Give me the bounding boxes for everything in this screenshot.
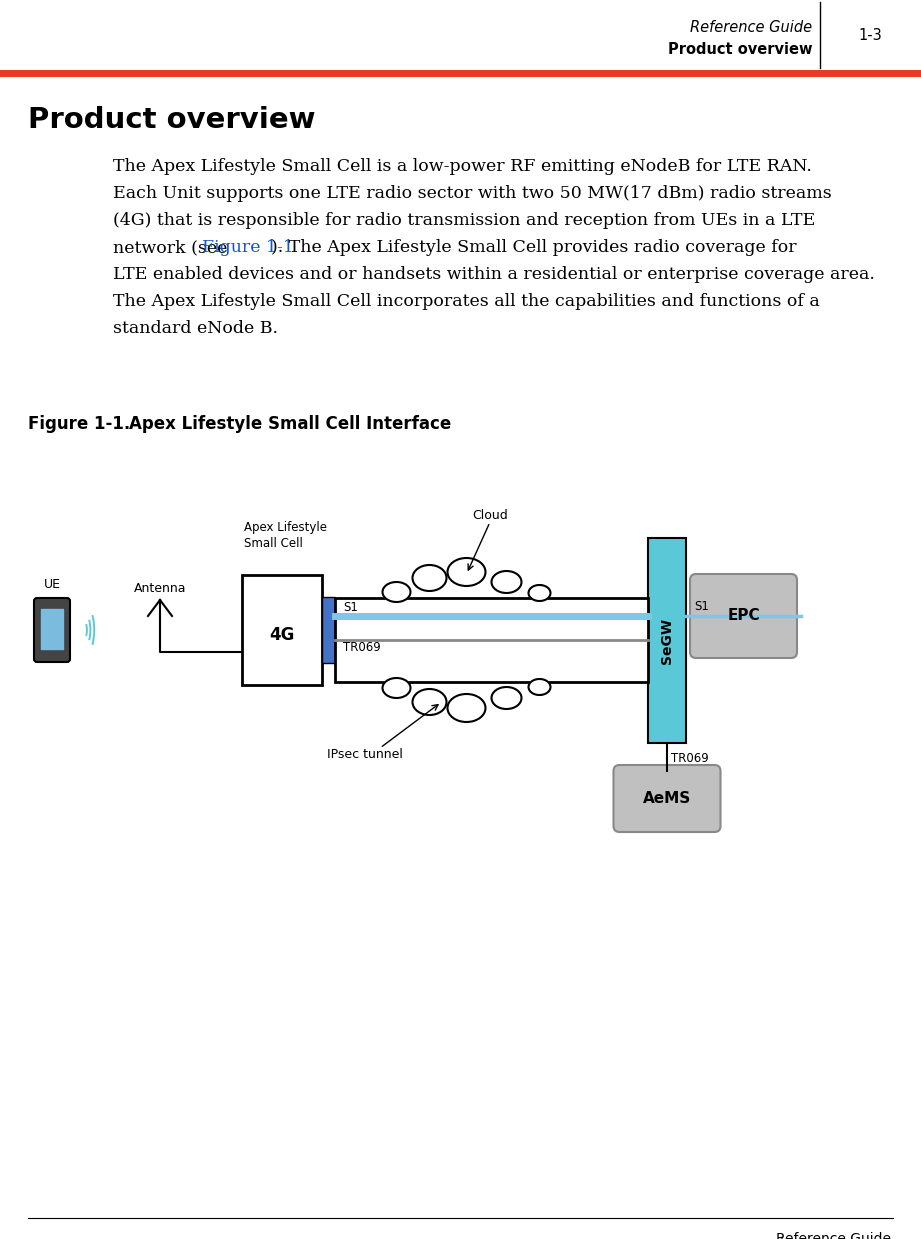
Text: Reference Guide: Reference Guide (776, 1232, 891, 1239)
Ellipse shape (529, 585, 551, 601)
Text: The Apex Lifestyle Small Cell incorporates all the capabilities and functions of: The Apex Lifestyle Small Cell incorporat… (113, 292, 820, 310)
Text: Reference Guide: Reference Guide (690, 20, 812, 35)
Text: Product overview: Product overview (668, 42, 812, 57)
Bar (648, 538, 686, 743)
Text: AeMS: AeMS (643, 790, 691, 807)
Text: network (see: network (see (113, 239, 233, 256)
Text: The Apex Lifestyle Small Cell is a low-power RF emitting eNodeB for LTE RAN.: The Apex Lifestyle Small Cell is a low-p… (113, 159, 812, 175)
Text: IPsec tunnel: IPsec tunnel (327, 748, 403, 761)
Ellipse shape (382, 582, 411, 602)
Ellipse shape (492, 686, 521, 709)
Text: TR069: TR069 (343, 641, 380, 654)
Text: S1: S1 (694, 600, 709, 613)
Ellipse shape (492, 571, 521, 593)
FancyBboxPatch shape (34, 598, 70, 662)
Text: ). The Apex Lifestyle Small Cell provides radio coverage for: ). The Apex Lifestyle Small Cell provide… (271, 239, 796, 256)
Text: Cloud: Cloud (472, 509, 507, 522)
Text: LTE enabled devices and or handsets within a residential or enterprise coverage : LTE enabled devices and or handsets with… (113, 266, 875, 282)
Ellipse shape (413, 689, 447, 715)
Ellipse shape (413, 565, 447, 591)
Bar (0, 69, 921, 77)
FancyBboxPatch shape (613, 764, 720, 833)
Text: 4G: 4G (269, 626, 295, 644)
Text: (4G) that is responsible for radio transmission and reception from UEs in a LTE: (4G) that is responsible for radio trans… (113, 212, 815, 229)
FancyBboxPatch shape (690, 574, 797, 658)
Text: Figure 1-1.: Figure 1-1. (28, 415, 130, 432)
Ellipse shape (529, 679, 551, 695)
Text: Figure 1-1: Figure 1-1 (202, 239, 294, 256)
Bar (41, 610, 63, 649)
Ellipse shape (448, 694, 485, 722)
Text: Antenna: Antenna (134, 582, 186, 595)
Text: Apex Lifestyle
Small Cell: Apex Lifestyle Small Cell (244, 522, 327, 550)
Text: S1: S1 (343, 601, 358, 615)
Text: Apex Lifestyle Small Cell Interface: Apex Lifestyle Small Cell Interface (106, 415, 451, 432)
Ellipse shape (448, 558, 485, 586)
Text: Product overview: Product overview (28, 107, 316, 134)
Text: Each Unit supports one LTE radio sector with two 50 MW(17 dBm) radio streams: Each Unit supports one LTE radio sector … (113, 185, 832, 202)
Text: standard eNode B.: standard eNode B. (113, 320, 278, 337)
Bar (242, 575, 322, 685)
Text: 1-3: 1-3 (858, 27, 882, 42)
Text: EPC: EPC (728, 608, 760, 623)
Text: TR069: TR069 (671, 752, 709, 764)
Text: UE: UE (43, 579, 61, 591)
Text: SeGW: SeGW (660, 617, 674, 664)
Ellipse shape (382, 678, 411, 698)
Bar (335, 598, 648, 681)
Bar (322, 597, 335, 663)
